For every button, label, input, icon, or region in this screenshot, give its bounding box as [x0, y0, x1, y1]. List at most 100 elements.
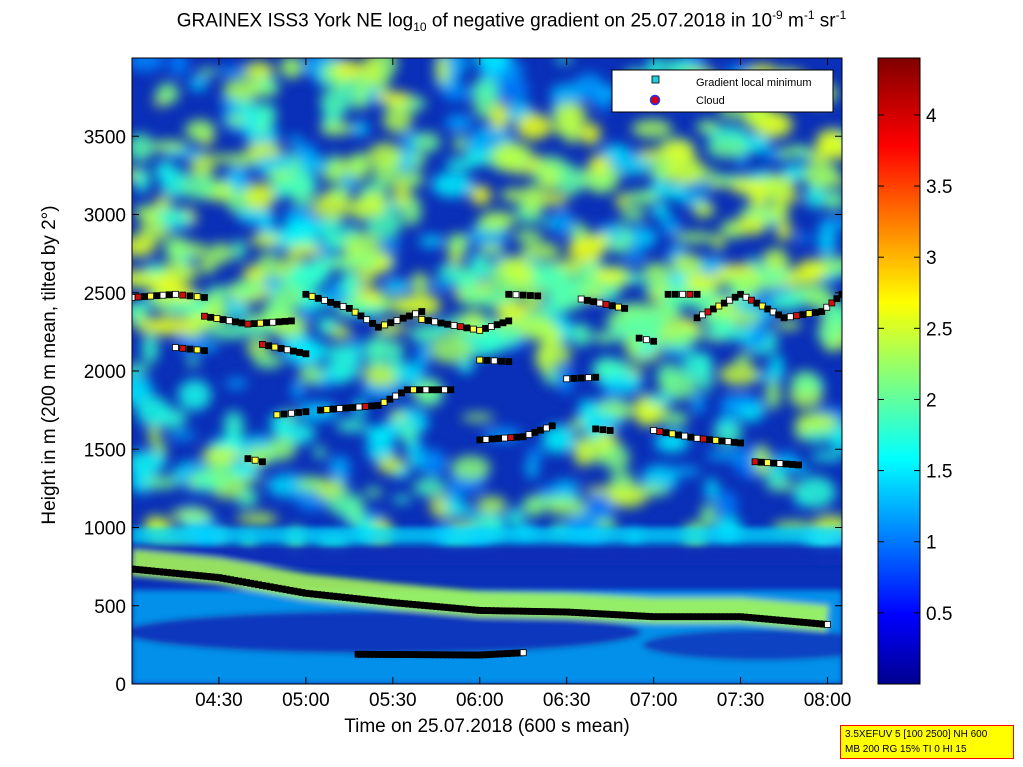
heat-blob	[341, 173, 357, 190]
track-top-track-1	[132, 290, 208, 301]
heat-blob	[706, 138, 750, 159]
marker-point	[323, 406, 331, 414]
heat-blob	[313, 446, 326, 459]
marker-point	[828, 299, 836, 307]
colorbar-tick-label: 2	[926, 390, 937, 411]
marker-point	[463, 324, 471, 332]
heat-blob	[351, 121, 369, 137]
heat-blob	[378, 239, 402, 251]
heat-blob	[416, 340, 430, 371]
heat-blob	[396, 361, 423, 387]
heat-blob	[319, 121, 355, 136]
marker-point	[679, 290, 687, 298]
marker-point	[207, 313, 215, 321]
heat-blob	[661, 217, 681, 236]
marker-point	[570, 375, 578, 382]
legend-label-cloud: Cloud	[696, 95, 725, 107]
y-tick-label: 2500	[84, 284, 126, 305]
info-line-1: 3.5XEFUV 5 [100 2500] NH 600	[845, 729, 988, 740]
x-tick-label: 04:30	[195, 690, 243, 711]
marker-point	[498, 357, 505, 365]
heat-blob	[602, 443, 630, 472]
marker-point	[403, 386, 411, 394]
heat-blob	[429, 336, 473, 364]
heat-blob	[444, 114, 473, 133]
heat-blob	[132, 450, 167, 474]
heat-blob	[350, 197, 370, 221]
marker-point	[193, 346, 201, 354]
heat-blob	[646, 303, 680, 318]
heat-blob	[147, 276, 185, 292]
heat-blob	[696, 120, 720, 134]
marker-point	[351, 308, 359, 316]
marker-point	[599, 426, 607, 434]
marker-point	[283, 346, 291, 354]
legend: Gradient local minimum Cloud	[611, 69, 834, 113]
marker-point	[250, 320, 258, 328]
heat-blob	[451, 455, 491, 481]
marker-point	[469, 325, 477, 333]
track-ground-track	[132, 565, 831, 628]
heat-blob	[288, 135, 302, 146]
heat-blob	[544, 276, 581, 302]
heat-blob	[546, 499, 588, 516]
heat-blob	[132, 58, 165, 72]
heat-blob	[348, 152, 371, 176]
heat-blob	[692, 202, 715, 218]
marker-point	[296, 349, 304, 356]
heat-blob	[382, 278, 411, 294]
heat-blob	[158, 166, 172, 182]
marker-point	[687, 433, 695, 441]
heat-blob	[428, 280, 458, 290]
heat-blob	[815, 129, 842, 156]
marker-point	[534, 292, 542, 300]
marker-point	[527, 292, 534, 299]
marker-point	[818, 308, 826, 315]
heat-blob	[631, 119, 673, 139]
y-axis-label: Height in m (200 m mean, tilted by 2°)	[39, 205, 60, 525]
marker-point	[671, 290, 679, 298]
heat-blob	[245, 142, 283, 158]
heat-blob	[516, 112, 552, 140]
marker-point	[321, 296, 328, 304]
heat-blob	[180, 173, 218, 200]
heat-blob	[144, 476, 179, 490]
heat-blob	[222, 153, 261, 166]
heat-blob	[266, 168, 295, 182]
heat-blob	[623, 190, 659, 205]
marker-point	[686, 290, 694, 298]
heat-blob	[136, 395, 170, 427]
heat-blob	[197, 68, 217, 77]
heat-blob	[362, 58, 381, 84]
heat-blob	[766, 466, 788, 486]
marker-point	[507, 434, 515, 442]
heat-blob	[554, 165, 585, 196]
heat-blob	[626, 273, 644, 284]
heat-blob	[376, 456, 405, 474]
track-mid-track-2	[259, 340, 310, 358]
marker-point	[134, 293, 142, 301]
legend-cloud-marker	[649, 94, 661, 106]
heat-blob	[803, 160, 840, 189]
heat-blob	[652, 202, 669, 220]
heat-blob	[447, 233, 469, 253]
heat-blob	[165, 299, 209, 315]
marker-point	[563, 375, 571, 383]
heat-blob	[254, 102, 277, 127]
heat-blob	[155, 83, 180, 104]
y-axis: 0 500 1000 1500 2000 2500 3000 3500	[84, 127, 842, 696]
heat-blob	[683, 272, 721, 293]
heat-blob	[729, 178, 766, 195]
heat-blob	[207, 459, 237, 488]
heat-blob	[507, 507, 525, 528]
heat-blob	[231, 279, 265, 299]
heat-blob	[715, 491, 738, 517]
marker-point	[577, 374, 585, 382]
track-low-track	[354, 649, 527, 659]
heat-blob	[418, 235, 445, 248]
heat-blob	[676, 317, 695, 329]
marker-point	[548, 422, 556, 430]
marker-point	[172, 344, 179, 351]
track-mid-track-10	[751, 458, 802, 469]
